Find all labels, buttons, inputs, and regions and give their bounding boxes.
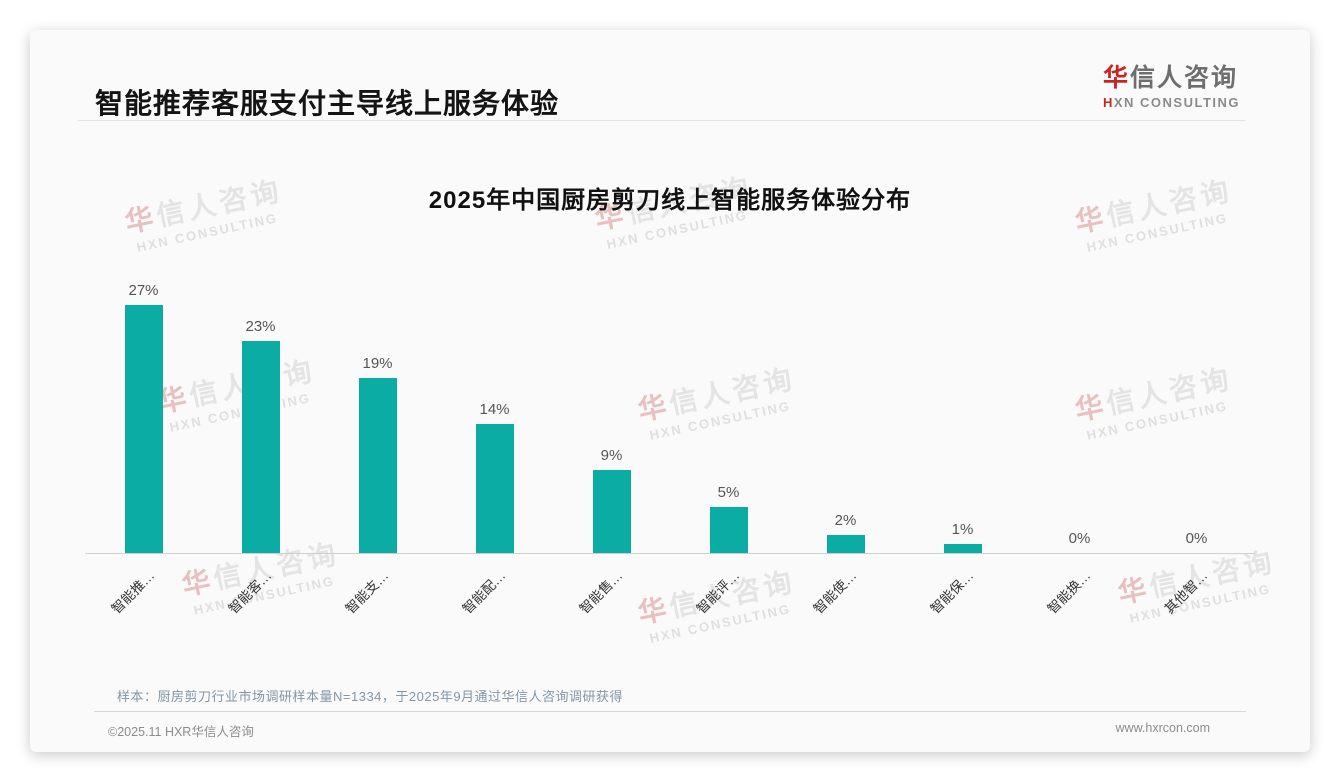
bar-slot: 19% 智能支… xyxy=(319,273,436,617)
bar-value-label: 14% xyxy=(479,401,510,419)
chart-title: 2025年中国厨房剪刀线上智能服务体验分布 xyxy=(428,187,912,214)
x-axis-label: 智能配… xyxy=(459,567,508,617)
bar xyxy=(709,507,748,553)
x-axis-label: 智能使… xyxy=(810,567,859,617)
logo-english-text: HXN CONSULTING xyxy=(1102,95,1240,110)
bar-slot: 9% 智能售… xyxy=(553,273,670,617)
bar xyxy=(241,341,280,553)
x-axis-label: 其他智… xyxy=(1161,567,1210,617)
bar-slot: 0% 其他智… xyxy=(1138,273,1255,617)
footer: ©2025.11 HXR华信人咨询 www.hxrcon.com xyxy=(108,721,1210,740)
bar-slot: 2% 智能使… xyxy=(787,273,904,617)
x-axis-label: 智能支… xyxy=(342,567,391,617)
bar-value-label: 0% xyxy=(1185,530,1208,547)
logo-chinese-text: 华信人咨询 xyxy=(1102,64,1238,92)
bar xyxy=(358,378,397,553)
bar-value-label: 19% xyxy=(362,355,393,373)
x-axis-label: 智能客… xyxy=(225,567,274,617)
x-axis-label: 智能换… xyxy=(1044,567,1093,617)
bar-slot: 14% 智能配… xyxy=(436,273,553,617)
slide-card: 智能推荐客服支付主导线上服务体验 华信人咨询 HXN CONSULTING 华信… xyxy=(30,30,1310,752)
header-divider xyxy=(78,120,1246,121)
bar xyxy=(943,543,982,553)
bar xyxy=(592,470,631,553)
bar xyxy=(124,304,163,553)
x-axis-label: 智能评… xyxy=(693,567,742,617)
page-title: 智能推荐客服支付主导线上服务体验 xyxy=(95,88,560,119)
x-axis-label: 智能推… xyxy=(108,567,157,617)
x-axis-label: 智能保… xyxy=(927,567,976,617)
footer-divider xyxy=(94,711,1246,712)
website-url: www.hxrcon.com xyxy=(1115,721,1210,735)
bar-value-label: 0% xyxy=(1068,530,1091,547)
company-logo: 华信人咨询 HXN CONSULTING xyxy=(1103,58,1240,110)
bar-value-label: 1% xyxy=(951,520,974,538)
bar-slot: 27% 智能推… xyxy=(85,273,202,617)
bar-value-label: 5% xyxy=(717,484,740,501)
source-note: 样本：厨房剪刀行业市场调研样本量N=1334，于2025年9月通过华信人咨询调研… xyxy=(117,689,624,704)
x-axis-label: 智能售… xyxy=(576,567,625,617)
bar-value-label: 23% xyxy=(245,318,276,336)
bar-slot: 5% 智能评… xyxy=(670,273,787,617)
bar-slot: 0% 智能换… xyxy=(1021,273,1138,617)
bar-value-label: 9% xyxy=(600,447,623,465)
bar xyxy=(826,534,865,553)
bar-value-label: 2% xyxy=(834,511,857,529)
copyright-text: ©2025.11 HXR华信人咨询 xyxy=(108,725,254,739)
bar-value-label: 27% xyxy=(128,281,159,299)
bar-slot: 23% 智能客… xyxy=(202,273,319,617)
bar xyxy=(475,424,514,553)
bar-slot: 1% 智能保… xyxy=(904,273,1021,617)
x-axis-line xyxy=(85,553,1255,554)
bar-chart: 27% 智能推… 23% 智能客… 19% 智能支… 14% 智能配… 9% 智能售… 5% 智能评…… xyxy=(85,273,1255,617)
